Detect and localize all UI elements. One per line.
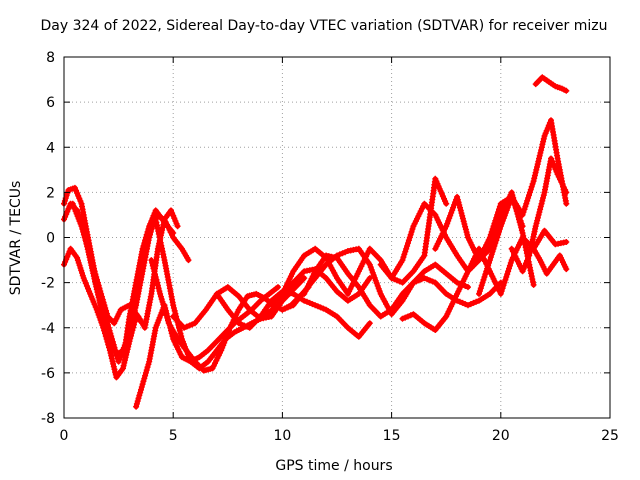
series-sat-19 [532, 74, 570, 94]
series-sat-16 [476, 117, 570, 297]
series-markers [508, 155, 570, 275]
series-markers [301, 252, 504, 320]
data-series [61, 74, 570, 410]
x-tick-label: 5 [169, 428, 178, 444]
x-tick-label: 15 [383, 428, 401, 444]
y-tick-label: 4 [46, 140, 55, 156]
series-markers [69, 200, 181, 331]
grid [64, 57, 610, 418]
x-tick-label: 0 [60, 428, 69, 444]
series-markers [170, 266, 373, 331]
y-tick-label: 8 [46, 50, 55, 66]
y-axis-label: SDTVAR / TECUs [8, 181, 24, 296]
y-tick-label: -4 [41, 321, 55, 337]
y-tick-label: -2 [41, 276, 55, 292]
chart-title: Day 324 of 2022, Sidereal Day-to-day VTE… [41, 18, 608, 34]
plot-frame [63, 56, 611, 419]
y-tick-label: 6 [46, 95, 55, 111]
series-sat-18 [530, 245, 570, 277]
series-sat-14 [399, 227, 570, 333]
axis-ticks: 0 5 10 15 20 25 -8 -6 -4 -2 0 2 4 6 8 [41, 50, 619, 444]
y-tick-label: 2 [46, 185, 55, 201]
y-tick-label: -8 [41, 411, 55, 427]
y-tick-label: 0 [46, 231, 55, 247]
series-sat-8 [170, 266, 373, 331]
series-markers [532, 74, 570, 94]
x-axis-label: GPS time / hours [275, 458, 392, 474]
series-markers [133, 284, 281, 410]
x-tick-label: 10 [273, 428, 291, 444]
series-sat-12 [301, 252, 504, 320]
y-tick-label: -6 [41, 366, 55, 382]
series-sat-5 [133, 284, 281, 410]
x-tick-label: 20 [492, 428, 510, 444]
x-tick-label: 25 [601, 428, 619, 444]
series-sat-17 [508, 155, 570, 275]
series-markers [530, 245, 570, 277]
series-markers [476, 117, 570, 297]
